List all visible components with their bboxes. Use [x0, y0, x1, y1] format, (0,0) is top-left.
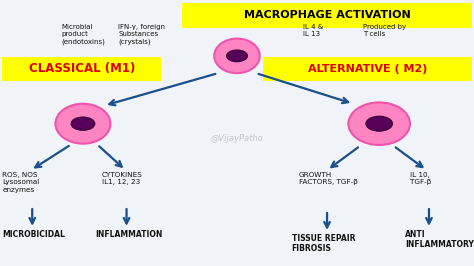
- Circle shape: [227, 50, 247, 62]
- Ellipse shape: [348, 102, 410, 145]
- Text: CLASSICAL (M1): CLASSICAL (M1): [28, 63, 135, 75]
- Text: @VijayPatho: @VijayPatho: [210, 134, 264, 143]
- Ellipse shape: [55, 104, 110, 144]
- Text: MICROBICIDAL: MICROBICIDAL: [2, 230, 65, 239]
- Text: MACROPHAGE ACTIVATION: MACROPHAGE ACTIVATION: [244, 10, 410, 20]
- FancyBboxPatch shape: [182, 3, 472, 28]
- Text: TISSUE REPAIR
FIBROSIS: TISSUE REPAIR FIBROSIS: [292, 234, 355, 253]
- Text: ANTI
INFLAMMATORY: ANTI INFLAMMATORY: [405, 230, 474, 250]
- Text: Microbial
product
(endotoxins): Microbial product (endotoxins): [62, 24, 106, 45]
- Text: IL 10,
TGF-β: IL 10, TGF-β: [410, 172, 431, 185]
- Text: Produced by
T cells: Produced by T cells: [363, 24, 406, 38]
- Text: ROS, NOS
Lysosomal
enzymes: ROS, NOS Lysosomal enzymes: [2, 172, 40, 193]
- Text: IL 4 &
IL 13: IL 4 & IL 13: [303, 24, 324, 38]
- Text: GROWTH
FACTORS, TGF-β: GROWTH FACTORS, TGF-β: [299, 172, 357, 185]
- FancyBboxPatch shape: [263, 57, 472, 81]
- Text: ALTERNATIVE ( M2): ALTERNATIVE ( M2): [308, 64, 427, 74]
- Text: IFN-γ, foreign
Substances
(crystals): IFN-γ, foreign Substances (crystals): [118, 24, 165, 45]
- Ellipse shape: [214, 39, 260, 73]
- Circle shape: [366, 116, 392, 131]
- FancyBboxPatch shape: [2, 57, 161, 81]
- Circle shape: [71, 117, 95, 130]
- Text: CYTOKINES
IL1, 12, 23: CYTOKINES IL1, 12, 23: [102, 172, 143, 185]
- Text: INFLAMMATION: INFLAMMATION: [96, 230, 163, 239]
